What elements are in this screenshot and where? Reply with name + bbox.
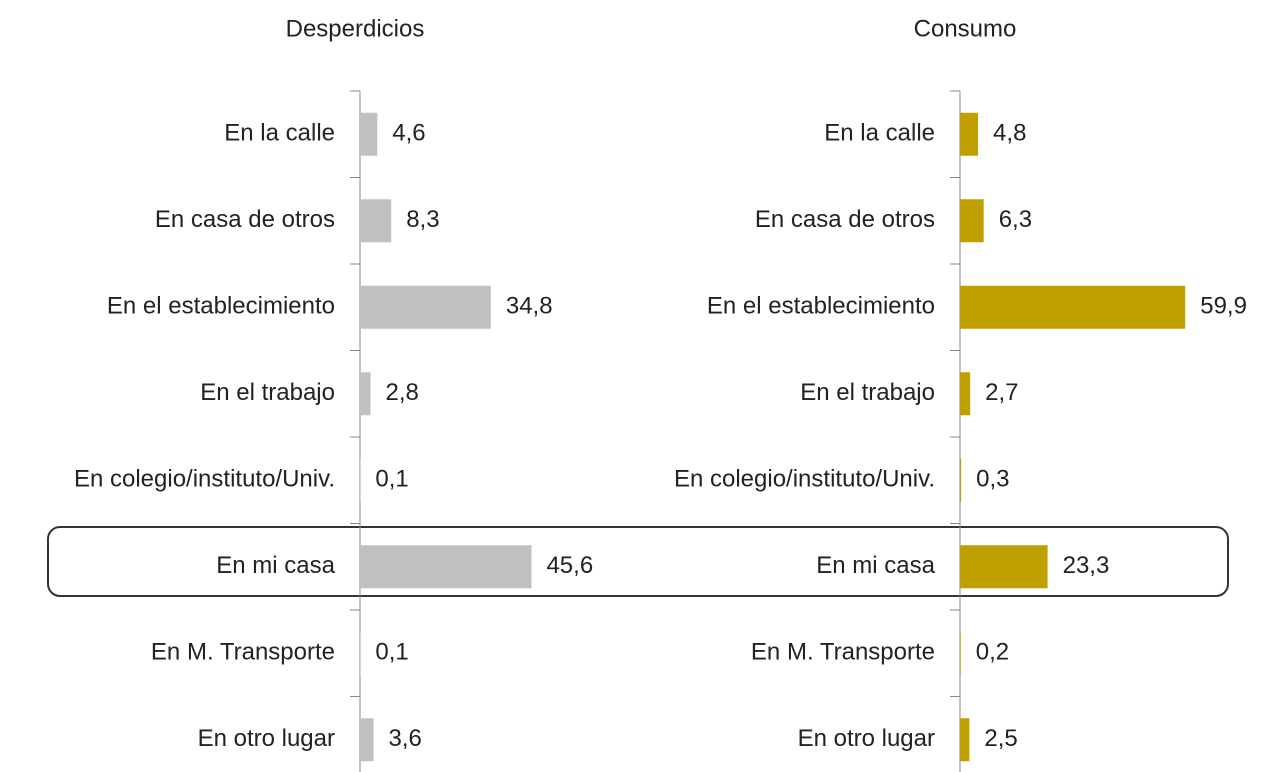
value-label: 34,8 <box>506 293 553 320</box>
bar <box>960 372 971 416</box>
value-label: 23,3 <box>1063 552 1110 579</box>
category-label: En otro lugar <box>798 725 935 752</box>
chart-title: Consumo <box>914 15 1017 42</box>
value-label: 2,7 <box>985 379 1018 406</box>
value-label: 0,1 <box>375 639 408 666</box>
category-label: En casa de otros <box>155 206 335 233</box>
category-label: En mi casa <box>216 552 335 579</box>
bar <box>360 545 532 589</box>
category-label: En M. Transporte <box>151 639 335 666</box>
category-label: En colegio/instituto/Univ. <box>74 466 335 493</box>
bar <box>360 199 392 243</box>
value-label: 45,6 <box>546 552 593 579</box>
value-label: 6,3 <box>999 206 1032 233</box>
category-label: En la calle <box>824 120 935 147</box>
category-label: En mi casa <box>816 552 935 579</box>
chart-title: Desperdicios <box>286 15 425 42</box>
value-label: 2,8 <box>386 379 419 406</box>
category-label: En otro lugar <box>198 725 335 752</box>
bar <box>360 285 491 329</box>
value-label: 4,6 <box>392 120 425 147</box>
value-label: 59,9 <box>1200 293 1247 320</box>
category-label: En el establecimiento <box>707 293 935 320</box>
bar <box>960 631 961 675</box>
bar <box>360 718 374 762</box>
value-label: 0,3 <box>976 466 1009 493</box>
value-label: 8,3 <box>406 206 439 233</box>
bar <box>960 545 1048 589</box>
category-label: En colegio/instituto/Univ. <box>674 466 935 493</box>
category-label: En casa de otros <box>755 206 935 233</box>
category-label: En el establecimiento <box>107 293 335 320</box>
value-label: 2,5 <box>984 725 1017 752</box>
bar <box>960 718 970 762</box>
category-label: En la calle <box>224 120 335 147</box>
bar <box>960 285 1186 329</box>
bar <box>960 112 979 156</box>
bar <box>960 458 962 502</box>
highlight-box <box>47 526 1229 597</box>
bar <box>960 199 984 243</box>
bar <box>360 372 371 416</box>
category-label: En el trabajo <box>200 379 335 406</box>
value-label: 4,8 <box>993 120 1026 147</box>
value-label: 0,1 <box>375 466 408 493</box>
category-label: En M. Transporte <box>751 639 935 666</box>
value-label: 0,2 <box>976 639 1009 666</box>
bar <box>360 112 378 156</box>
value-label: 3,6 <box>389 725 422 752</box>
category-label: En el trabajo <box>800 379 935 406</box>
